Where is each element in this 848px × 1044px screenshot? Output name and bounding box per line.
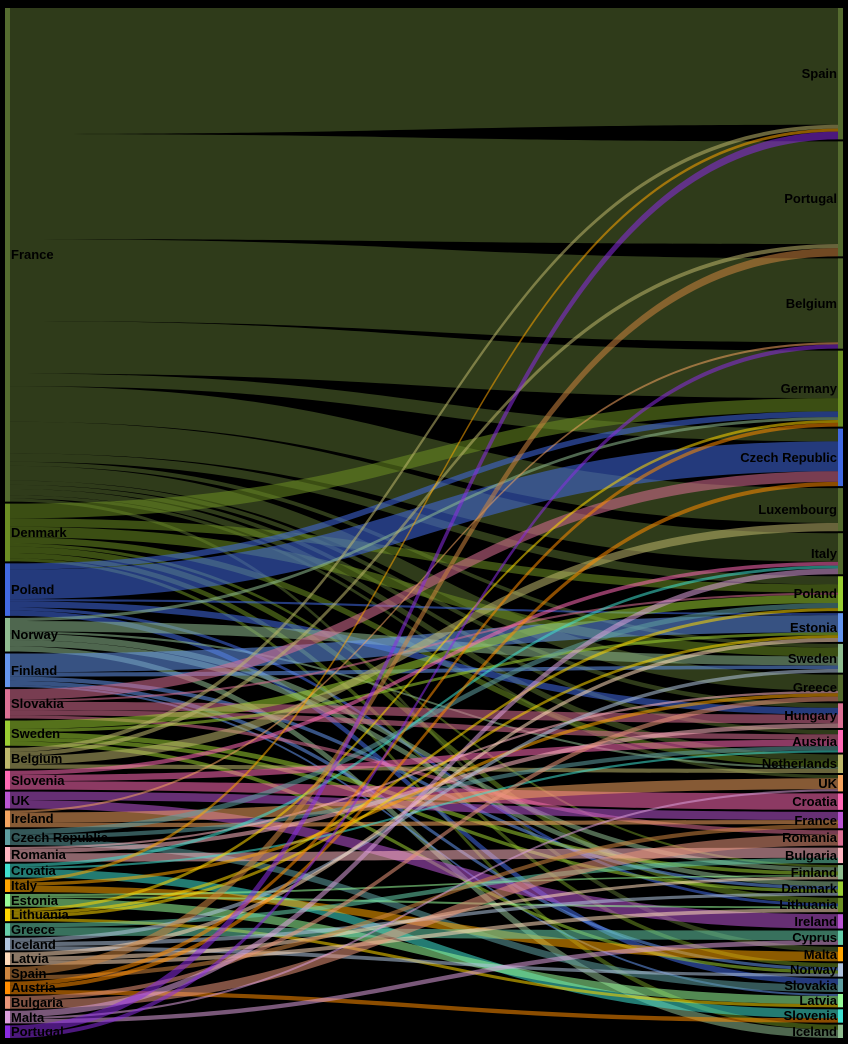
right-node-bar	[838, 1025, 843, 1038]
right-node-bar	[838, 351, 843, 427]
left-node-bar	[5, 996, 10, 1009]
right-node-bar	[838, 881, 843, 895]
right-node-bar	[838, 848, 843, 863]
left-node-bar	[5, 952, 10, 965]
right-node-bar	[838, 775, 843, 791]
left-node-bar	[5, 829, 10, 845]
left-node-bar	[5, 810, 10, 827]
left-node-bar	[5, 938, 10, 951]
right-node-bar	[838, 644, 843, 673]
sankey-link	[10, 8, 838, 134]
left-node-bar	[5, 654, 10, 688]
right-node-bar	[838, 613, 843, 642]
right-node-bar	[838, 533, 843, 574]
left-node-bar	[5, 504, 10, 562]
left-node-bar	[5, 771, 10, 790]
left-node-bar	[5, 879, 10, 892]
right-node-bar	[838, 931, 843, 945]
right-node-bar	[838, 258, 843, 348]
left-node-bar	[5, 563, 10, 616]
left-node-bar	[5, 923, 10, 936]
left-node-bar	[5, 748, 10, 769]
right-node-bar	[838, 898, 843, 912]
right-node-bar	[838, 793, 843, 809]
left-node-bar	[5, 618, 10, 652]
right-node-bar	[838, 830, 843, 845]
left-node-bar	[5, 8, 10, 502]
right-node-bar	[838, 979, 843, 992]
left-node-bar	[5, 792, 10, 809]
right-node-bar	[838, 576, 843, 611]
left-node-bar	[5, 982, 10, 995]
left-node-bar	[5, 967, 10, 980]
left-node-bar	[5, 894, 10, 907]
left-node-bar	[5, 1025, 10, 1038]
right-node-bar	[838, 963, 843, 976]
right-node-bar	[838, 755, 843, 773]
left-node-bar	[5, 721, 10, 746]
sankey-chart: FranceDenmarkPolandNorwayFinlandSlovakia…	[0, 0, 848, 1044]
right-node-bar	[838, 8, 843, 139]
sankey-svg	[0, 0, 848, 1044]
links-layer	[10, 8, 838, 1038]
left-node-bar	[5, 847, 10, 862]
right-node-bar	[838, 730, 843, 753]
right-node-bar	[838, 914, 843, 928]
left-node-bar	[5, 1011, 10, 1024]
right-node-bar	[838, 141, 843, 256]
right-node-bar	[838, 675, 843, 702]
right-node-bar	[838, 865, 843, 879]
right-node-bar	[838, 488, 843, 531]
left-node-bar	[5, 909, 10, 922]
sankey-link	[10, 134, 838, 244]
left-node-bar	[5, 864, 10, 878]
right-node-bar	[838, 703, 843, 728]
right-node-bar	[838, 994, 843, 1007]
right-node-bar	[838, 1009, 843, 1022]
right-node-bar	[838, 947, 843, 961]
right-node-bar	[838, 812, 843, 828]
right-node-bar	[838, 429, 843, 486]
left-node-bar	[5, 689, 10, 718]
